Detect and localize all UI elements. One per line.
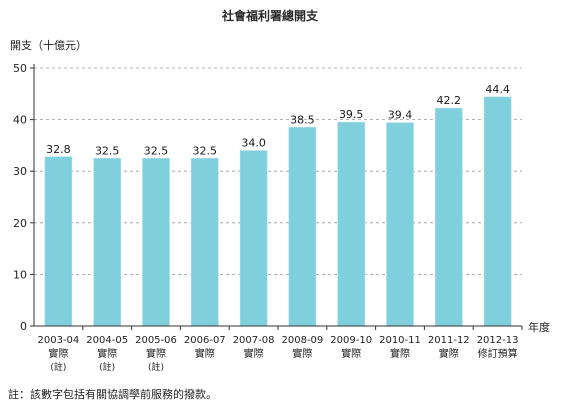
y-axis-ticks: 0 10 20 30 40 50 [13,62,34,333]
x-note-2004-05-1: (註) [99,361,115,373]
y-tick-label-30: 30 [13,165,27,178]
y-tick-label-10: 10 [13,268,27,281]
x-note-2005-06-0: 實際 [146,347,166,360]
value-label-2005-06: 32.5 [144,144,169,157]
value-label-2011-12: 42.2 [437,94,462,107]
x-note-2006-07-0: 實際 [195,347,215,360]
footnote: 註：該數字包括有關協調學前服務的撥款。 [8,387,217,401]
bars: 32.8 32.5 32.5 32.5 34.0 38.5 39.5 39.4 42.2 44.4 [44,83,512,327]
value-label-2012-13: 44.4 [485,83,510,96]
bar-2005-06 [142,158,170,327]
x-tick-label-2005-06: 2005-06 [135,335,177,346]
x-tick-label-2006-07: 2006-07 [184,335,226,346]
bar-2011-12 [434,107,463,327]
value-label-2006-07: 32.5 [193,144,218,157]
y-tick-label-50: 50 [13,62,27,75]
x-tick-label-2011-12: 2011-12 [428,335,470,346]
x-tick-label-2010-11: 2010-11 [379,335,421,346]
value-label-2010-11: 39.4 [388,109,413,122]
y-tick-label-40: 40 [13,114,27,127]
x-note-2004-05-0: 實際 [97,347,117,360]
x-axis-label: 年度 [528,320,550,334]
bar-2006-07 [191,158,219,327]
y-axis-label: 開支（十億元） [10,38,87,52]
bar-2012-13 [483,96,512,327]
value-label-2003-04: 32.8 [46,143,71,156]
x-tick-label-2008-09: 2008-09 [282,335,324,346]
value-label-2009-10: 39.5 [339,108,364,121]
value-label-2008-09: 38.5 [290,113,315,126]
x-note-2012-13-0: 修訂預算 [478,347,518,360]
value-label-2004-05: 32.5 [95,144,120,157]
bar-2008-09 [288,127,317,327]
bar-2010-11 [386,122,414,327]
x-note-2010-11-0: 實際 [390,347,410,360]
x-note-2007-08-0: 實際 [244,347,264,360]
x-note-2008-09-0: 實際 [292,347,312,360]
value-label-2007-08: 34.0 [241,137,266,150]
x-tick-label-2012-13: 2012-13 [477,335,519,346]
y-tick-label-0: 0 [20,320,27,333]
bar-2007-08 [239,150,268,327]
y-tick-label-20: 20 [13,217,27,230]
bar-2009-10 [337,121,366,327]
x-tick-label-2007-08: 2007-08 [233,335,275,346]
bar-2003-04 [44,156,73,327]
chart-title: 社會福利署總開支 [221,8,319,23]
x-note-2009-10-0: 實際 [341,347,361,360]
x-tick-label-2004-05: 2004-05 [86,335,128,346]
x-note-2005-06-1: (註) [148,361,164,373]
bar-2004-05 [93,158,121,327]
x-tick-label-2009-10: 2009-10 [330,335,372,346]
x-tick-label-2003-04: 2003-04 [38,335,80,346]
x-note-2003-04-1: (註) [50,361,66,373]
x-note-2011-12-0: 實際 [439,347,459,360]
x-note-2003-04-0: 實際 [48,347,68,360]
x-axis-ticks: 2003-04實際(註)2004-05實際(註)2005-06實際(註)2006… [38,326,523,373]
